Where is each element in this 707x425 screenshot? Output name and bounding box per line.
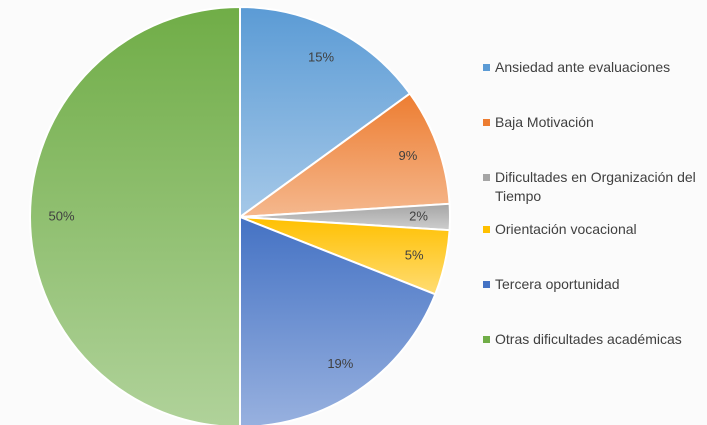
legend-item: Otras dificultades académicas — [483, 330, 705, 349]
legend: Ansiedad ante evaluaciones Baja Motivació… — [483, 58, 705, 349]
pie-slice — [236, 92, 451, 219]
data-label: 9% — [399, 148, 418, 163]
legend-label: Tercera oportunidad — [495, 276, 620, 292]
pie-slice — [239, 5, 412, 219]
legend-swatch — [483, 119, 490, 126]
legend-label: Orientación vocacional — [495, 221, 637, 237]
legend-item: Baja Motivación — [483, 113, 705, 132]
legend-swatch — [483, 64, 490, 71]
data-label: 5% — [405, 247, 424, 262]
legend-item: Tercera oportunidad — [483, 275, 705, 294]
legend-label: Ansiedad ante evaluaciones — [495, 59, 671, 75]
legend-item: Ansiedad ante evaluaciones — [483, 58, 705, 77]
pie-slice — [239, 215, 437, 425]
legend-swatch — [483, 336, 490, 343]
data-label: 50% — [48, 208, 74, 223]
legend-swatch — [483, 174, 490, 181]
data-label: 19% — [327, 356, 353, 371]
pie-slice — [29, 5, 241, 425]
legend-item: Dificultades en Organización del Tiempo — [483, 168, 705, 206]
data-label: 15% — [308, 49, 334, 64]
legend-swatch — [483, 226, 490, 233]
legend-label: Baja Motivación — [495, 114, 594, 130]
legend-label: Otras dificultades académicas — [495, 331, 682, 347]
data-label: 2% — [409, 208, 428, 223]
legend-swatch — [483, 281, 490, 288]
legend-label: Dificultades en Organización del Tiempo — [495, 169, 696, 204]
legend-item: Orientación vocacional — [483, 220, 705, 239]
